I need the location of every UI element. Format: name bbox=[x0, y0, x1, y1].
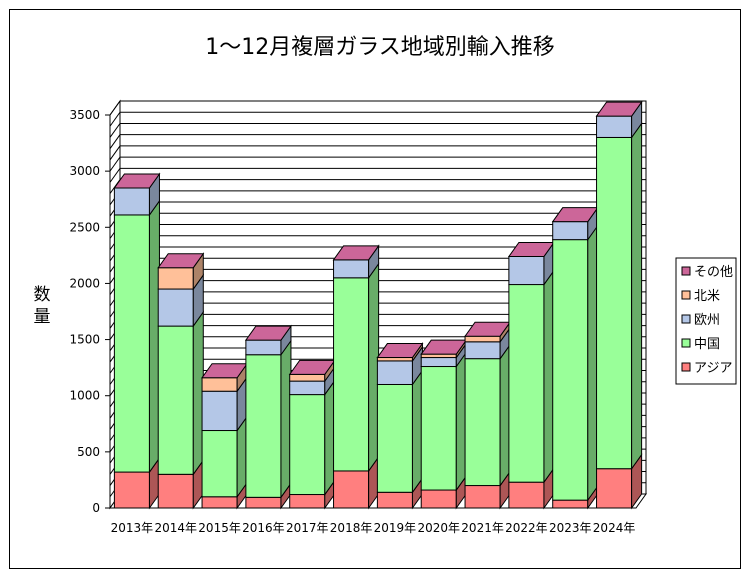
chart: 1～12月複層ガラス地域別輸入推移 数量 0 500 1000 1500 2000 250… bbox=[34, 35, 737, 535]
x-tick-label: 2015年 bbox=[198, 521, 241, 535]
bar-segment bbox=[333, 470, 370, 509]
bar-segment bbox=[464, 341, 501, 360]
bar-segment bbox=[376, 383, 413, 493]
bar-top bbox=[376, 343, 424, 359]
bar-segment bbox=[289, 494, 326, 509]
y-tick-label: 2500 bbox=[69, 220, 100, 234]
bar-segment bbox=[376, 491, 413, 509]
bar-segment bbox=[376, 357, 413, 362]
x-tick-label: 2013年 bbox=[111, 521, 154, 535]
bar-segment bbox=[245, 339, 282, 356]
bar-segment bbox=[420, 353, 457, 359]
legend-swatch bbox=[681, 314, 691, 324]
y-axis-label-char: 量 bbox=[34, 307, 51, 327]
y-tick-label: 2000 bbox=[69, 276, 100, 290]
x-tick-label: 2020年 bbox=[417, 521, 460, 535]
y-tick-label: 1000 bbox=[69, 389, 100, 403]
chart-title: 1～12月複層ガラス地域別輸入推移 bbox=[205, 35, 555, 60]
axes bbox=[105, 114, 636, 509]
bar-segment bbox=[333, 259, 370, 279]
bar-segment bbox=[420, 366, 457, 491]
bar-segment bbox=[420, 489, 457, 509]
legend-label: 欧州 bbox=[694, 313, 720, 328]
bar-top bbox=[113, 173, 161, 189]
grid-line bbox=[109, 145, 646, 161]
bar-segment bbox=[201, 390, 238, 432]
bar-segment bbox=[596, 136, 633, 470]
bar-segment bbox=[157, 288, 194, 327]
bar-segment bbox=[157, 325, 194, 475]
bar-segment bbox=[157, 267, 194, 290]
grid-line bbox=[109, 167, 646, 183]
legend-label: アジア bbox=[694, 361, 732, 376]
bar-segment bbox=[201, 430, 238, 498]
bar-segment bbox=[113, 471, 150, 509]
bar-segment bbox=[464, 358, 501, 487]
x-tick-label: 2023年 bbox=[549, 521, 592, 535]
legend-label: その他 bbox=[694, 265, 733, 280]
y-tick-label: 3500 bbox=[69, 108, 100, 122]
bar-segment bbox=[508, 255, 545, 286]
grid-line bbox=[109, 100, 646, 116]
bar-top bbox=[157, 253, 205, 269]
x-tick-label: 2021年 bbox=[461, 521, 504, 535]
bar-top bbox=[332, 245, 380, 261]
bar-segment bbox=[464, 485, 501, 509]
bar-segment bbox=[333, 277, 370, 472]
bar-segment bbox=[508, 481, 545, 509]
bar-segment bbox=[596, 115, 633, 138]
x-tick-label: 2014年 bbox=[154, 521, 197, 535]
grid-line bbox=[109, 134, 646, 149]
bar-segment bbox=[113, 187, 150, 216]
legend-swatch bbox=[681, 338, 691, 348]
legend-swatch bbox=[681, 266, 691, 276]
legend-label: 中国 bbox=[694, 337, 720, 352]
x-tick-label: 2024年 bbox=[593, 521, 636, 535]
bar-segment bbox=[552, 221, 589, 241]
bar-segment bbox=[508, 284, 545, 483]
y-axis-label: 数量 bbox=[34, 285, 51, 327]
x-tick-label: 2016年 bbox=[242, 521, 285, 535]
x-tick-label: 2019年 bbox=[374, 521, 417, 535]
y-tick-label: 1500 bbox=[69, 333, 100, 347]
bar-top bbox=[244, 325, 292, 341]
x-tick-label: 2018年 bbox=[330, 521, 373, 535]
x-tick-label: 2022年 bbox=[505, 521, 548, 535]
x-tick-label: 2017年 bbox=[286, 521, 329, 535]
chart-frame: 1～12月複層ガラス地域別輸入推移 数量 0 500 1000 1500 2000 250… bbox=[9, 9, 741, 569]
bar-segment bbox=[289, 394, 326, 496]
bar-segment bbox=[245, 496, 282, 509]
grid-line bbox=[109, 122, 646, 138]
bar-stacks bbox=[113, 100, 643, 510]
bar-segment bbox=[552, 239, 589, 501]
grid-line bbox=[109, 111, 646, 127]
bar-segment bbox=[376, 360, 413, 385]
bar-segment-side bbox=[631, 121, 643, 471]
bar-segment bbox=[289, 380, 326, 396]
bar-segment bbox=[157, 473, 194, 509]
bar-segment bbox=[596, 468, 633, 509]
bar-segment bbox=[201, 377, 238, 392]
grid-line bbox=[109, 156, 646, 172]
bar-segment bbox=[552, 499, 589, 509]
legend-swatch bbox=[681, 362, 691, 372]
bar-segment bbox=[113, 214, 150, 473]
y-tick-label: 0 bbox=[92, 501, 100, 515]
legend-swatch bbox=[681, 290, 691, 300]
bar-segment bbox=[464, 335, 501, 343]
y-tick-label: 3000 bbox=[69, 164, 100, 178]
bar-segment bbox=[420, 357, 457, 368]
y-axis-label-char: 数 bbox=[34, 285, 51, 305]
bar-segment bbox=[245, 354, 282, 498]
bar-top bbox=[595, 101, 643, 117]
bar-segment bbox=[289, 373, 326, 382]
y-tick-label: 500 bbox=[77, 445, 100, 459]
legend-label: 北米 bbox=[694, 289, 720, 304]
bar-segment bbox=[201, 496, 238, 509]
